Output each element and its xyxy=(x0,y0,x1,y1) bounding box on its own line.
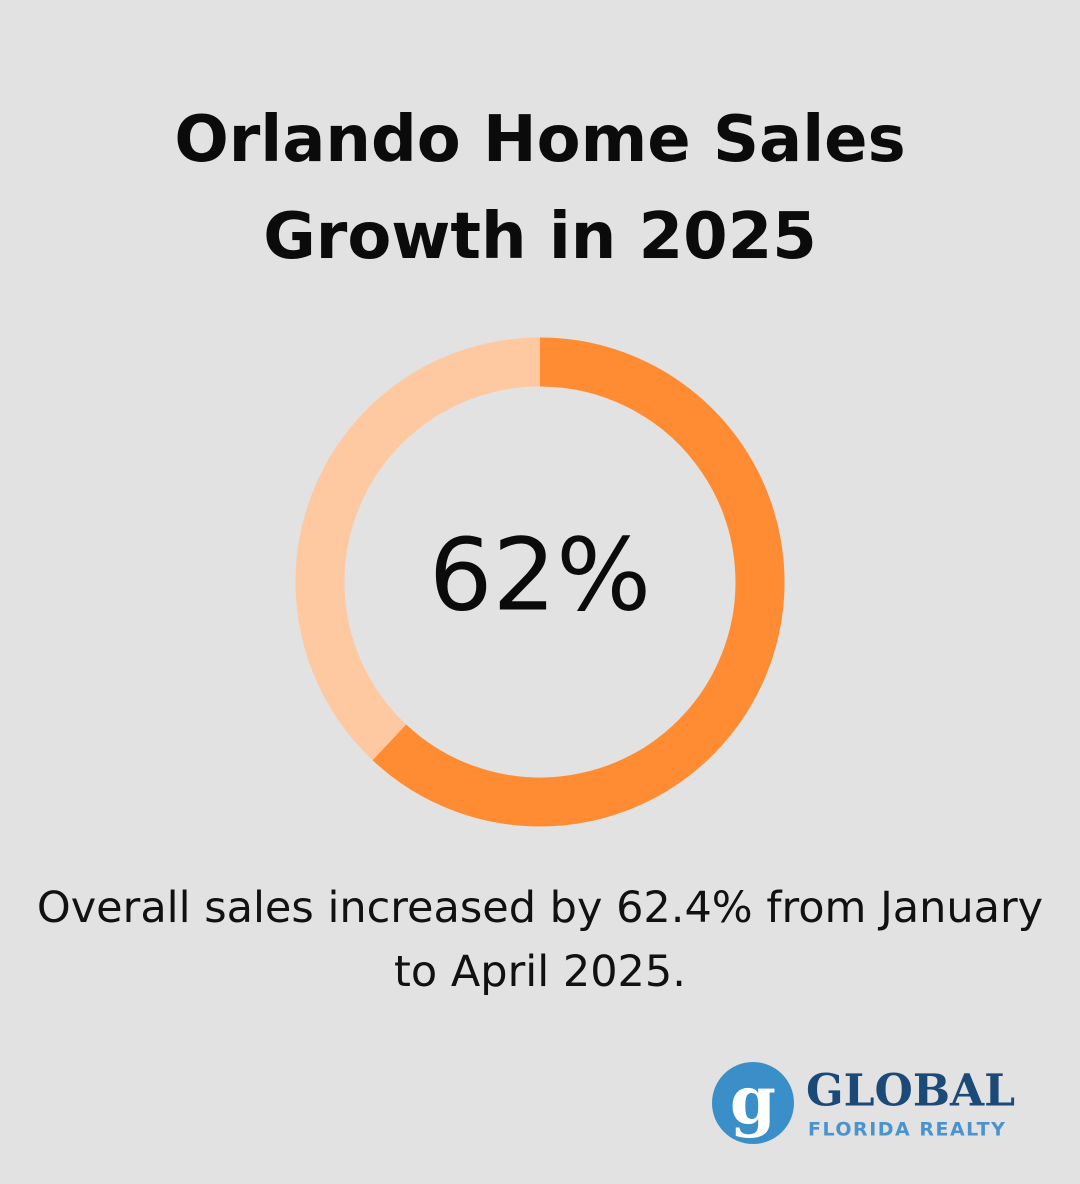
logo-badge xyxy=(712,1062,794,1144)
caption: Overall sales increased by 62.4% from Ja… xyxy=(36,883,1044,997)
logo-tagline: FLORIDA REALTY xyxy=(808,1119,1006,1141)
center-label: 62% xyxy=(429,516,651,633)
logo: g GLOBAL FLORIDA REALTY xyxy=(712,1061,1015,1144)
logo-name: GLOBAL xyxy=(806,1066,1015,1117)
logo-letter: g xyxy=(730,1061,776,1139)
chart-title: Orlando Home Sales Growth in 2025 xyxy=(174,103,906,274)
donut-arc xyxy=(372,337,785,827)
